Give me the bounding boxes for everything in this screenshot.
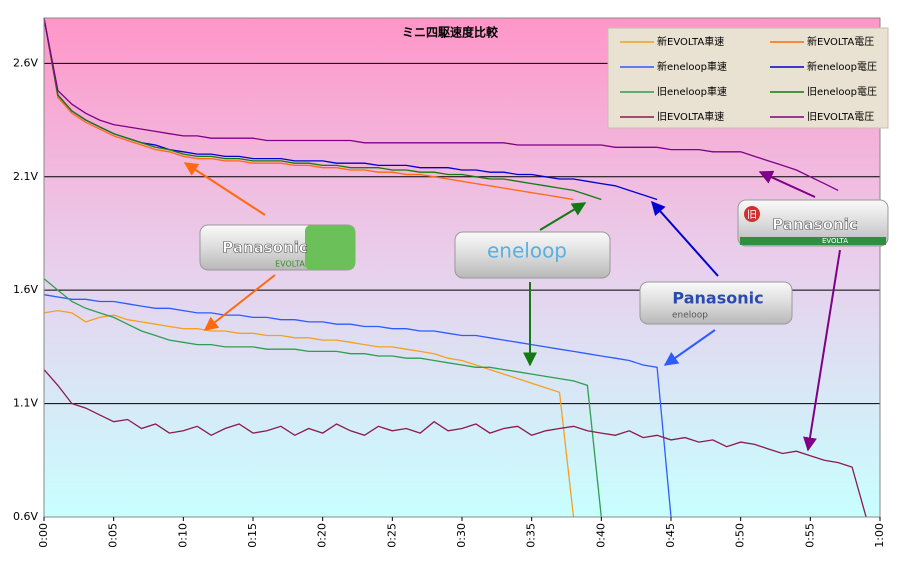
battery-label: eneloop — [672, 311, 708, 321]
x-tick-label: 0:35 — [525, 523, 538, 548]
legend-label: 新eneloop車速 — [657, 60, 727, 73]
y-tick-label: 2.6V — [13, 56, 38, 69]
y-tick-label: 1.6V — [13, 283, 38, 296]
chart-title: ミニ四駆速度比較 — [402, 25, 499, 40]
legend-label: 新EVOLTA車速 — [657, 35, 724, 48]
series-line — [43, 294, 672, 518]
x-tick-label: 0:55 — [803, 523, 816, 548]
legend-label: 旧EVOLTA車速 — [657, 110, 724, 123]
series-line — [43, 369, 867, 518]
x-tick-label: 0:00 — [37, 523, 50, 548]
battery-label: Panasonic — [672, 289, 763, 308]
battery-eneloop-new: Panasonic eneloop — [639, 281, 793, 325]
y-tick-label: 2.1V — [13, 170, 38, 183]
legend-label: 旧eneloop電圧 — [807, 86, 877, 98]
series-line — [43, 17, 602, 201]
x-tick-label: 0:15 — [246, 523, 259, 548]
x-tick-label: 0:30 — [455, 523, 468, 548]
series-line — [43, 17, 839, 191]
y-tick-label: 1.1V — [13, 397, 38, 410]
x-tick-label: 0:05 — [107, 523, 120, 548]
legend-label: 新eneloop電圧 — [807, 60, 877, 73]
battery-label: eneloop — [487, 239, 567, 263]
legend-label: 旧EVOLTA電圧 — [807, 111, 874, 123]
battery-evolta-new: Panasonic EVOLTA — [199, 224, 356, 271]
legend-label: 旧eneloop車速 — [657, 85, 727, 98]
series-line — [43, 17, 658, 201]
battery-label: Panasonic — [222, 239, 307, 257]
legend-box — [607, 27, 889, 129]
x-tick-label: 0:50 — [734, 523, 747, 548]
battery-label: EVOLTA — [822, 237, 848, 245]
x-tick-label: 0:20 — [316, 523, 329, 548]
x-tick-label: 1:00 — [873, 523, 886, 548]
x-tick-label: 0:45 — [664, 523, 677, 548]
battery-evolta-old: 旧 Panasonic EVOLTA — [737, 199, 889, 247]
series-line — [43, 309, 575, 518]
battery-label: 旧 — [747, 209, 757, 221]
battery-label: EVOLTA — [275, 260, 305, 269]
x-tick-label: 0:10 — [176, 523, 189, 548]
series-line — [43, 278, 602, 518]
arrows — [183, 162, 841, 452]
series-line — [43, 17, 574, 201]
x-tick-label: 0:40 — [594, 523, 607, 548]
legend-label: 新EVOLTA電圧 — [807, 35, 874, 48]
y-tick-label: 0.6V — [13, 510, 38, 523]
x-tick-label: 0:25 — [385, 523, 398, 548]
battery-eneloop-old: eneloop — [454, 231, 611, 279]
battery-label: Panasonic — [772, 216, 857, 234]
